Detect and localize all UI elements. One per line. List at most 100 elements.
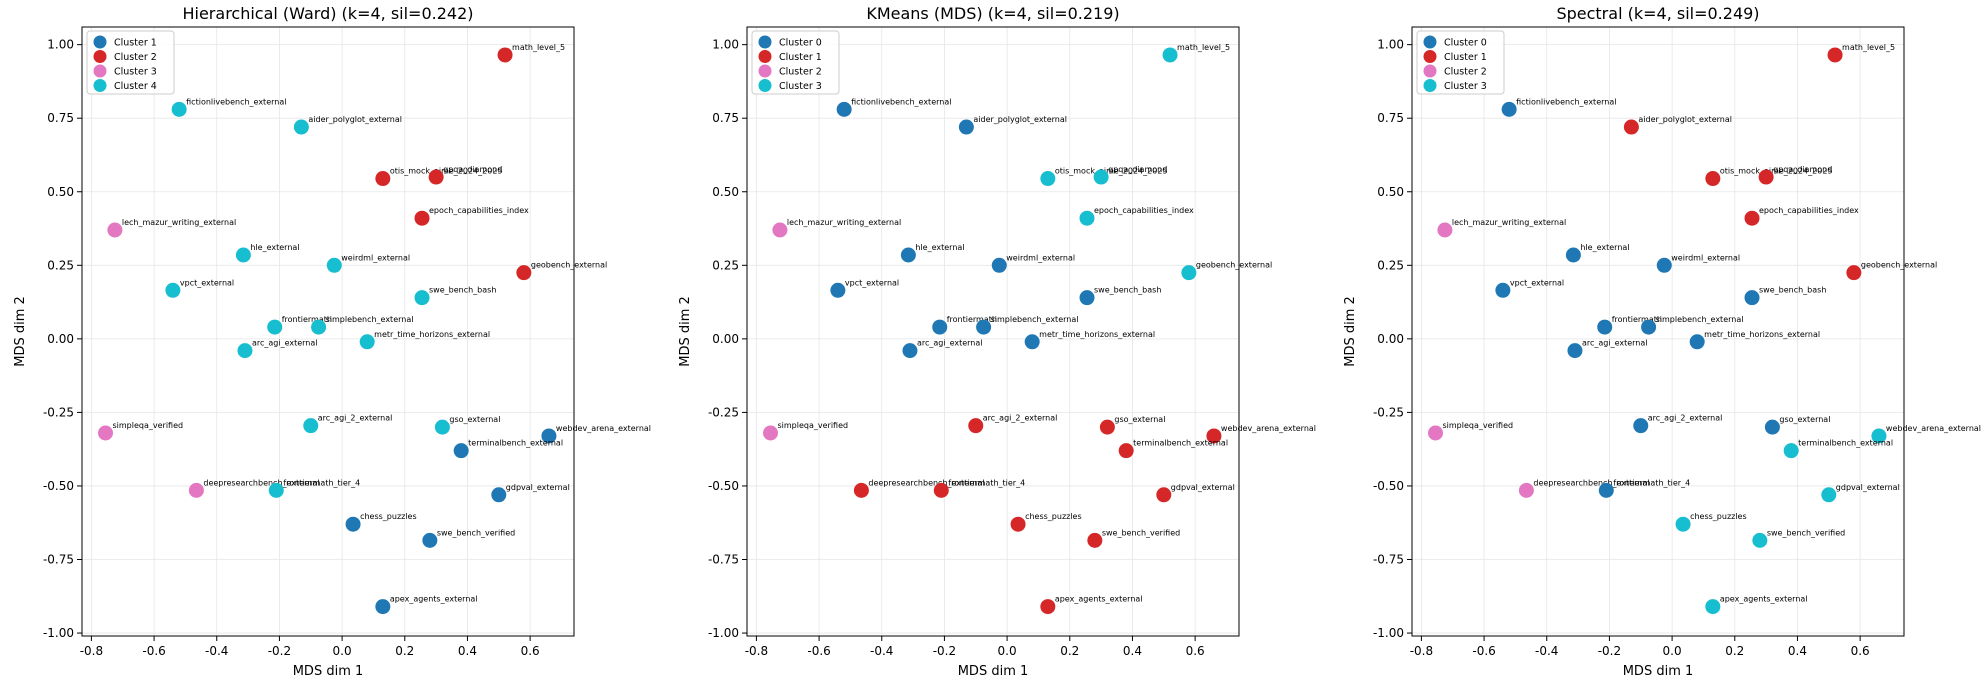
x-tick-label: -0.2	[268, 644, 291, 658]
point-simplebench_external	[311, 319, 327, 335]
y-tick-label: 0.50	[1377, 185, 1404, 199]
y-tick-label: -0.75	[1373, 553, 1404, 567]
point-gpqa_diamond	[428, 169, 444, 185]
y-tick-label: 0.75	[1377, 111, 1404, 125]
point-label: weirdml_external	[341, 253, 410, 262]
point-label: terminalbench_external	[468, 439, 563, 448]
point-arc_agi_external	[902, 343, 918, 359]
point-label: frontiermath_tier_4	[283, 478, 360, 487]
x-tick-label: -0.2	[933, 644, 956, 658]
point-label: simpleqa_verified	[113, 421, 184, 430]
chart-panel-3: -0.8 -0.6 -0.4 -0.2 0.0 0.2 0.4 0.6 -1.00 -0.75 -0…	[1343, 4, 1981, 679]
legend-marker	[1423, 35, 1437, 49]
point-label: chess_puzzles	[1025, 512, 1082, 521]
point-label: chess_puzzles	[360, 512, 417, 521]
x-tick-label: 0.2	[1060, 644, 1079, 658]
point-label: arc_agi_external	[1582, 339, 1648, 348]
point-webdev_arena_external	[1206, 428, 1222, 444]
x-tick-label: 0.0	[1663, 644, 1682, 658]
point-label: gpqa_diamond	[443, 165, 502, 174]
point-label: weirdml_external	[1671, 253, 1740, 262]
point-arc_agi_external	[237, 343, 253, 359]
legend-entry: Cluster 2	[114, 52, 157, 63]
legend-box	[86, 30, 175, 95]
point-vpct_external	[1495, 282, 1511, 298]
x-tick-label: 0.0	[333, 644, 352, 658]
point-label: hle_external	[915, 243, 964, 252]
point-label: lech_mazur_writing_external	[122, 218, 236, 227]
y-tick-label: 1.00	[47, 38, 74, 52]
y-axis-label: MDS dim 2	[13, 296, 28, 367]
point-chess_puzzles	[345, 516, 361, 532]
point-label: arc_agi_2_external	[318, 414, 393, 423]
point-label: gdpval_external	[1171, 483, 1235, 492]
legend-marker	[93, 64, 107, 78]
legend-entry: Cluster 3	[114, 67, 157, 78]
point-label: terminalbench_external	[1798, 439, 1893, 448]
point-label: simplebench_external	[326, 315, 414, 324]
y-tick-label: -0.25	[708, 405, 739, 419]
point-gso_external	[1764, 419, 1780, 435]
point-label: aider_polyglot_external	[1638, 115, 1732, 124]
y-tick-label: 1.00	[712, 38, 739, 52]
point-gdpval_external	[491, 487, 507, 503]
x-tick-label: -0.8	[1410, 644, 1433, 658]
y-tick-label: -1.00	[708, 626, 739, 640]
x-tick-label: 0.4	[1788, 644, 1807, 658]
point-label: swe_bench_bash	[1759, 286, 1826, 295]
point-gso_external	[434, 419, 450, 435]
point-math_level_5	[1827, 47, 1843, 63]
point-arc_agi_external	[1567, 343, 1583, 359]
point-webdev_arena_external	[541, 428, 557, 444]
point-label: terminalbench_external	[1133, 439, 1228, 448]
point-terminalbench_external	[453, 443, 469, 459]
legend-entry: Cluster 3	[779, 81, 822, 92]
point-apex_agents_external	[1705, 599, 1721, 615]
point-label: webdev_arena_external	[1221, 424, 1316, 433]
point-label: lech_mazur_writing_external	[787, 218, 901, 227]
y-axis-label: MDS dim 2	[1343, 296, 1358, 367]
legend-entry: Cluster 1	[114, 38, 157, 49]
point-simplebench_external	[1641, 319, 1657, 335]
point-label: swe_bench_verified	[1102, 528, 1180, 537]
point-label: chess_puzzles	[1690, 512, 1747, 521]
point-label: arc_agi_2_external	[1648, 414, 1723, 423]
point-math_level_5	[1162, 47, 1178, 63]
point-otis_mock_aime_2024_2025	[1705, 171, 1721, 187]
point-gpqa_diamond	[1093, 169, 1109, 185]
point-metr_time_horizons_external	[1689, 334, 1705, 350]
x-tick-label: 0.0	[998, 644, 1017, 658]
point-chess_puzzles	[1675, 516, 1691, 532]
point-geobench_external	[1846, 265, 1862, 281]
point-label: swe_bench_verified	[1767, 528, 1845, 537]
y-tick-label: 0.25	[47, 258, 74, 272]
point-gpqa_diamond	[1758, 169, 1774, 185]
y-tick-label: 0.00	[47, 332, 74, 346]
point-gdpval_external	[1156, 487, 1172, 503]
legend-marker	[93, 50, 107, 63]
x-tick-label: -0.4	[870, 644, 893, 658]
chart-panel-1: -0.8 -0.6 -0.4 -0.2 0.0 0.2 0.4 0.6 -1.00 -0.75 -0…	[13, 4, 651, 679]
y-tick-label: -1.00	[43, 626, 74, 640]
point-hle_external	[235, 247, 251, 263]
point-swe_bench_bash	[414, 290, 430, 306]
point-simpleqa_verified	[1428, 425, 1444, 441]
point-frontiermath	[1597, 319, 1613, 335]
legend: Cluster 0 Cluster 1 Cluster 2 Cluster 3	[1416, 30, 1505, 95]
x-tick-label: -0.6	[142, 644, 165, 658]
point-gso_external	[1099, 419, 1115, 435]
point-lech_mazur_writing_external	[107, 222, 123, 238]
point-label: vpct_external	[180, 278, 234, 287]
point-swe_bench_verified	[1752, 532, 1768, 548]
point-deepresearchbench_external	[188, 482, 204, 498]
y-tick-label: 0.75	[712, 111, 739, 125]
x-tick-label: 0.4	[458, 644, 477, 658]
point-weirdml_external	[991, 257, 1007, 273]
point-fictionlivebench_external	[1501, 101, 1517, 117]
point-label: hle_external	[250, 243, 299, 252]
scatter-points: math_level_5 fictionlivebench_externalaid…	[98, 43, 651, 615]
point-label: metr_time_horizons_external	[374, 330, 490, 339]
legend-entry: Cluster 2	[779, 67, 822, 78]
panel-title: KMeans (MDS) (k=4, sil=0.219)	[866, 4, 1119, 23]
